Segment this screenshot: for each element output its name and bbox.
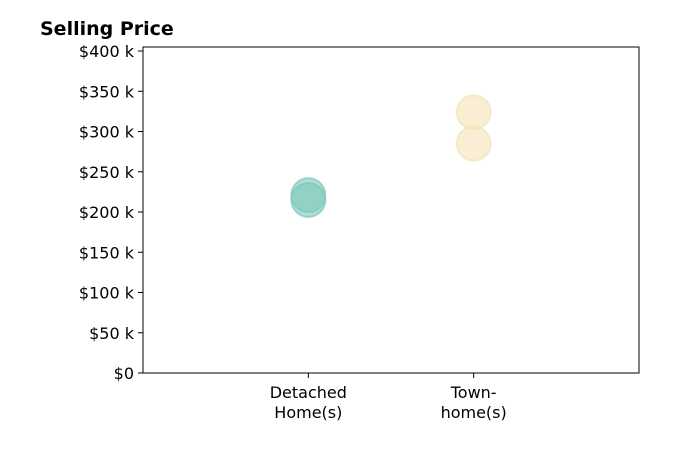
y-tick-label: $400 k <box>79 42 135 61</box>
data-point <box>455 125 492 162</box>
chart-title: Selling Price <box>40 18 174 40</box>
y-tick-label: $200 k <box>79 203 135 222</box>
y-tick-label: $300 k <box>79 123 135 142</box>
data-point <box>290 181 327 218</box>
y-tick-label: $350 k <box>79 82 135 101</box>
data-point <box>455 94 492 131</box>
y-tick-label: $50 k <box>89 324 135 343</box>
y-tick-label: $0 <box>114 364 134 383</box>
y-tick-label: $100 k <box>79 284 135 303</box>
plot-area: $0 $50 k $100 k $150 k $200 k $250 k $300 k $35… <box>79 42 640 422</box>
y-tick-label: $150 k <box>79 243 135 262</box>
y-tick-label: $250 k <box>79 163 135 182</box>
x-tick-label: Town-home(s) <box>441 383 507 422</box>
plot-frame <box>142 46 640 374</box>
x-tick-label: Detached Home(s) <box>270 383 347 422</box>
